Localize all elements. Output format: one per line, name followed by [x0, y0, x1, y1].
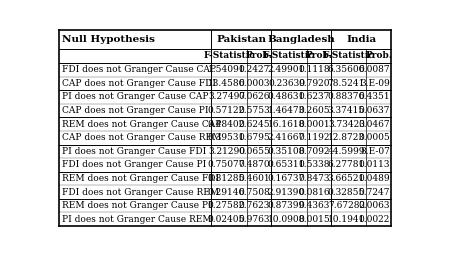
Text: PI does not Granger Cause CAP: PI does not Granger Cause CAP: [61, 92, 208, 101]
Text: 6.27781: 6.27781: [328, 160, 365, 169]
Text: 0.27582: 0.27582: [208, 201, 245, 210]
Text: 0.23639: 0.23639: [268, 79, 305, 88]
Text: 1.46473: 1.46473: [268, 106, 305, 115]
Text: 0.0626: 0.0626: [238, 92, 270, 101]
Text: FDI does not Granger Cause PI: FDI does not Granger Cause PI: [61, 160, 206, 169]
Text: 8.E-07: 8.E-07: [360, 147, 390, 156]
Text: 3.21290: 3.21290: [208, 147, 245, 156]
Text: 3.27497: 3.27497: [208, 92, 245, 101]
Text: 0.2427: 0.2427: [238, 65, 270, 74]
Text: Bangladesh: Bangladesh: [267, 35, 335, 44]
Text: 3.73423: 3.73423: [328, 120, 365, 129]
Text: 0.48631: 0.48631: [268, 92, 305, 101]
Text: 0.88376: 0.88376: [328, 92, 365, 101]
Text: F-Statistic: F-Statistic: [263, 51, 315, 60]
Text: 0.6237: 0.6237: [298, 92, 330, 101]
Text: 16.1618: 16.1618: [268, 120, 305, 129]
Text: 0.0003: 0.0003: [238, 79, 270, 88]
Text: 1.54091: 1.54091: [208, 65, 245, 74]
Text: 0.7247: 0.7247: [358, 187, 390, 197]
Text: 0.1118: 0.1118: [298, 65, 330, 74]
Text: 13.4586: 13.4586: [208, 79, 245, 88]
Text: 0.7092: 0.7092: [298, 147, 330, 156]
Text: 0.5338: 0.5338: [298, 160, 330, 169]
Text: 0.4870: 0.4870: [238, 160, 270, 169]
Text: 78.5241: 78.5241: [328, 79, 365, 88]
Text: 0.0655: 0.0655: [238, 147, 270, 156]
Text: 0.6245: 0.6245: [238, 120, 270, 129]
Text: 0.0816: 0.0816: [298, 187, 330, 197]
Text: Prob.: Prob.: [245, 51, 272, 60]
Text: 0.9763: 0.9763: [238, 215, 270, 224]
Text: 0.87399: 0.87399: [268, 201, 305, 210]
Text: REM does not Granger Cause CAP: REM does not Granger Cause CAP: [61, 120, 221, 129]
Text: India: India: [346, 35, 376, 44]
Text: 0.0001: 0.0001: [298, 120, 330, 129]
Text: 2.49901: 2.49901: [268, 65, 305, 74]
Text: REM does not Granger Cause PI: REM does not Granger Cause PI: [61, 201, 211, 210]
Text: 0.16737: 0.16737: [268, 174, 305, 183]
Text: 0.7920: 0.7920: [298, 79, 330, 88]
Text: CAP does not Granger Cause PI: CAP does not Granger Cause PI: [61, 106, 208, 115]
Text: CAP does not Granger Cause REM: CAP does not Granger Cause REM: [61, 133, 221, 142]
Text: 0.81285: 0.81285: [208, 174, 245, 183]
Text: 12.8723: 12.8723: [328, 133, 365, 142]
Text: Pakistan: Pakistan: [216, 35, 266, 44]
Text: 0.4601: 0.4601: [238, 174, 270, 183]
Text: PI does not Granger Cause FDI: PI does not Granger Cause FDI: [61, 147, 206, 156]
Text: 0.6795: 0.6795: [238, 133, 270, 142]
Text: 10.1941: 10.1941: [328, 215, 365, 224]
Text: 10.0908: 10.0908: [268, 215, 305, 224]
Text: 0.7508: 0.7508: [238, 187, 270, 197]
Text: 0.32855: 0.32855: [328, 187, 365, 197]
Text: 3.66521: 3.66521: [328, 174, 365, 183]
Text: 0.0015: 0.0015: [298, 215, 330, 224]
Text: 0.0637: 0.0637: [358, 106, 390, 115]
Text: 6.35606: 6.35606: [328, 65, 365, 74]
Text: F-Statistic: F-Statistic: [323, 51, 375, 60]
Text: 0.02405: 0.02405: [208, 215, 245, 224]
Text: CAP does not Granger Cause FDI: CAP does not Granger Cause FDI: [61, 79, 216, 88]
Text: 0.4351: 0.4351: [358, 92, 390, 101]
Text: 3.37415: 3.37415: [328, 106, 365, 115]
Text: 0.0087: 0.0087: [358, 65, 390, 74]
Text: 7.67282: 7.67282: [328, 201, 365, 210]
Text: 0.35108: 0.35108: [268, 147, 305, 156]
Text: 0.0467: 0.0467: [358, 120, 390, 129]
Text: 0.2605: 0.2605: [298, 106, 330, 115]
Text: Prob.: Prob.: [305, 51, 333, 60]
Text: 0.29146: 0.29146: [208, 187, 245, 197]
Text: 0.39531: 0.39531: [208, 133, 245, 142]
Text: 0.7623: 0.7623: [238, 201, 270, 210]
Text: PI does not Granger Cause REM: PI does not Granger Cause REM: [61, 215, 211, 224]
Text: 0.65311: 0.65311: [268, 160, 305, 169]
Text: FDI does not Granger Cause REM: FDI does not Granger Cause REM: [61, 187, 219, 197]
Text: 0.5753: 0.5753: [238, 106, 270, 115]
Text: 0.0063: 0.0063: [358, 201, 390, 210]
Text: 0.75077: 0.75077: [208, 160, 245, 169]
Text: 3.E-09: 3.E-09: [360, 79, 390, 88]
Text: 0.48402: 0.48402: [208, 120, 245, 129]
Text: 0.0022: 0.0022: [358, 215, 390, 224]
Text: 0.57122: 0.57122: [208, 106, 245, 115]
Text: 0.4363: 0.4363: [298, 201, 330, 210]
Text: FDI does not Granger Cause CAP: FDI does not Granger Cause CAP: [61, 65, 216, 74]
Text: 0.8473: 0.8473: [298, 174, 330, 183]
Text: 0.0489: 0.0489: [358, 174, 390, 183]
Text: Prob.: Prob.: [365, 51, 393, 60]
Text: 0.0005: 0.0005: [358, 133, 390, 142]
Text: 44.5999: 44.5999: [327, 147, 365, 156]
Text: Null Hypothesis: Null Hypothesis: [61, 35, 154, 44]
Text: REM does not Granger Cause FDI: REM does not Granger Cause FDI: [61, 174, 219, 183]
Text: 2.91390: 2.91390: [268, 187, 305, 197]
Text: 0.0113: 0.0113: [358, 160, 390, 169]
Text: 2.41667: 2.41667: [268, 133, 305, 142]
Text: 0.1192: 0.1192: [298, 133, 330, 142]
Text: F-Statistic: F-Statistic: [203, 51, 255, 60]
